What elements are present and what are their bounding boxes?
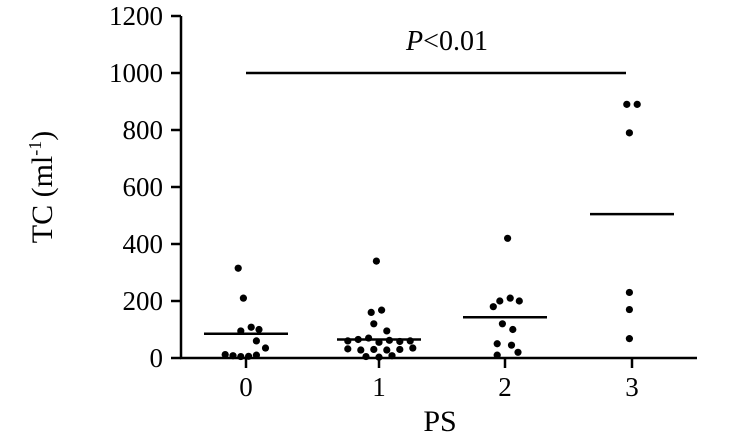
data-point: [504, 234, 512, 242]
data-point: [229, 352, 237, 360]
data-point: [493, 340, 501, 348]
data-point: [515, 297, 523, 305]
data-point: [625, 288, 634, 297]
data-point: [498, 320, 506, 328]
data-point: [625, 335, 634, 343]
data-point: [247, 323, 255, 331]
y-tick-label: 0: [150, 343, 164, 373]
x-axis: 0 1 2 3: [180, 356, 697, 402]
data-point: [496, 297, 504, 305]
data-point: [370, 320, 378, 328]
data-point: [252, 351, 260, 359]
data-point: [409, 344, 417, 352]
data-point: [623, 100, 631, 108]
y-axis-title-main: TC (ml: [26, 156, 59, 244]
data-point: [388, 352, 396, 360]
x-axis-title: PS: [423, 405, 456, 438]
data-groups: [204, 100, 674, 361]
y-tick-label: 200: [123, 286, 164, 316]
significance-value: <0.01: [423, 26, 488, 57]
data-point: [375, 353, 383, 361]
group-1: [337, 257, 421, 361]
x-tick-label: 0: [239, 372, 253, 402]
group-3: [590, 100, 674, 343]
x-tick-label: 3: [625, 372, 639, 402]
y-axis: 0 200 400 600 800 1000 1200: [109, 1, 183, 373]
x-ticks: 0 1 2 3: [239, 358, 639, 402]
data-point: [507, 341, 516, 349]
data-point: [237, 352, 245, 361]
significance-p: P: [405, 26, 423, 57]
y-axis-title: TC (ml-1): [25, 131, 59, 244]
data-point: [362, 352, 370, 361]
y-tick-label: 1200: [109, 1, 163, 31]
data-point: [378, 306, 386, 314]
data-point: [493, 351, 501, 359]
y-tick-label: 600: [123, 172, 164, 202]
data-point: [625, 129, 634, 137]
data-point: [261, 344, 270, 352]
y-tick-label: 800: [123, 115, 164, 145]
data-point: [255, 325, 263, 334]
data-point: [396, 345, 404, 354]
x-tick-label: 2: [498, 372, 512, 402]
data-point: [357, 346, 365, 354]
data-point: [367, 308, 375, 316]
y-ticks: 0 200 400 600 800 1000 1200: [109, 1, 181, 373]
significance-label: P<0.01: [405, 26, 488, 57]
data-point: [370, 345, 378, 354]
x-tick-label: 1: [372, 372, 386, 402]
data-point: [372, 257, 380, 265]
data-point: [489, 303, 497, 311]
data-point: [633, 100, 641, 108]
data-point: [383, 346, 391, 354]
data-point: [234, 264, 242, 272]
data-point: [509, 325, 517, 334]
data-point: [245, 352, 253, 360]
data-point: [506, 294, 514, 302]
data-point: [344, 345, 352, 353]
group-2: [463, 234, 547, 359]
data-point: [625, 305, 634, 314]
y-tick-label: 400: [123, 229, 164, 259]
data-point: [383, 327, 391, 335]
y-axis-title-close: ): [26, 131, 59, 141]
data-point: [239, 294, 247, 302]
group-0: [204, 264, 288, 361]
data-point: [514, 348, 522, 356]
data-point: [252, 337, 260, 345]
y-axis-title-sup: -1: [25, 141, 45, 156]
y-tick-label: 1000: [109, 58, 163, 88]
significance-annotation: P<0.01: [246, 26, 626, 75]
data-point: [221, 350, 229, 359]
